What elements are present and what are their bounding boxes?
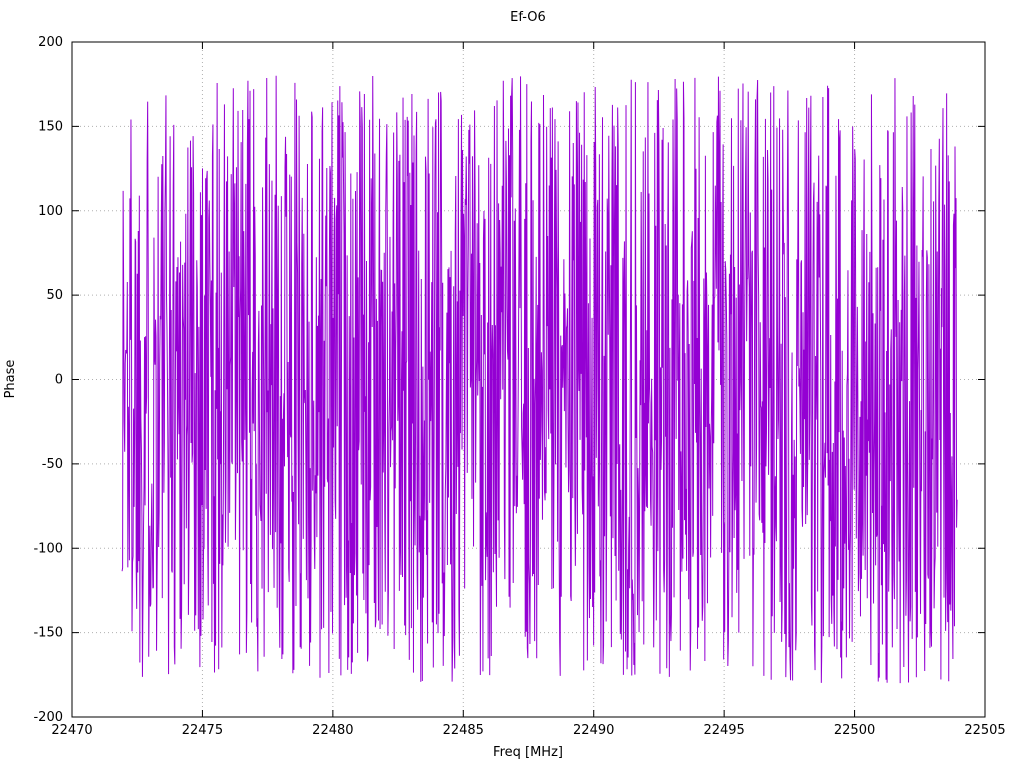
x-tick-label: 22470 — [51, 723, 92, 738]
y-tick-label: -100 — [33, 541, 63, 556]
y-tick-label: -200 — [33, 710, 63, 725]
y-tick-label: 200 — [38, 35, 63, 50]
y-tick-label: 100 — [38, 204, 63, 219]
x-tick-label: 22490 — [573, 723, 614, 738]
chart-title: Ef-O6 — [510, 10, 546, 25]
y-tick-label: 0 — [55, 373, 63, 388]
y-tick-label: 150 — [38, 119, 63, 134]
y-tick-label: -150 — [33, 626, 63, 641]
x-axis-label: Freq [MHz] — [493, 745, 563, 760]
axis-tick-labels: 22470 22475 22480 22485 22490 22495 22500 22505… — [33, 35, 1005, 738]
x-tick-label: 22485 — [443, 723, 484, 738]
x-tick-label: 22500 — [834, 723, 875, 738]
x-tick-label: 22480 — [312, 723, 353, 738]
y-tick-label: 50 — [46, 288, 63, 303]
y-axis-label: Phase — [3, 360, 18, 399]
x-tick-label: 22475 — [182, 723, 223, 738]
phase-trace — [121, 75, 958, 684]
axis-ticks — [71, 41, 986, 718]
x-tick-label: 22495 — [703, 723, 744, 738]
y-tick-label: -50 — [42, 457, 63, 472]
x-tick-label: 22505 — [964, 723, 1005, 738]
